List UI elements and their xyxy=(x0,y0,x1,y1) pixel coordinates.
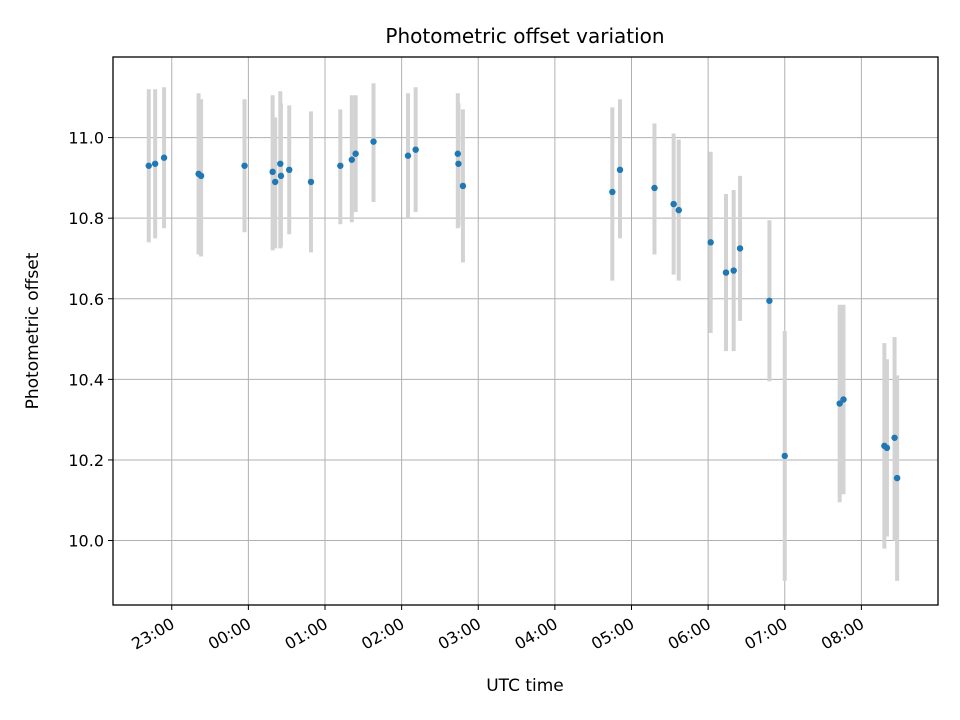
data-point xyxy=(269,168,276,176)
y-axis: 10.0 10.2 10.4 10.6 10.8 11.0 xyxy=(68,129,113,551)
data-point xyxy=(459,182,467,190)
data-point xyxy=(609,188,616,196)
data-point xyxy=(891,434,898,441)
data-point xyxy=(277,172,285,180)
plot-frame xyxy=(112,56,939,606)
data-point xyxy=(675,206,682,214)
data-point xyxy=(722,269,730,276)
y-tick-label: 10.8 xyxy=(68,209,104,228)
grid xyxy=(113,57,938,605)
y-tick-label: 10.6 xyxy=(68,290,104,309)
data-point xyxy=(151,160,159,167)
data-point xyxy=(455,160,462,167)
data-point xyxy=(736,245,744,252)
x-axis-label: UTC time xyxy=(486,676,564,696)
data-point xyxy=(883,444,891,452)
data-point xyxy=(337,162,344,169)
data-point xyxy=(348,156,356,163)
data-point xyxy=(670,200,677,208)
y-tick-label: 10.4 xyxy=(68,370,104,389)
y-tick-label: 11.0 xyxy=(68,129,104,148)
data-point xyxy=(781,452,788,460)
data-point xyxy=(730,267,737,274)
data-point xyxy=(307,178,315,186)
data-point xyxy=(145,162,152,169)
data-point xyxy=(241,162,248,169)
data-points xyxy=(145,138,901,482)
data-point xyxy=(370,138,377,145)
data-point xyxy=(707,239,714,246)
data-point xyxy=(286,166,293,174)
data-point xyxy=(766,297,773,304)
data-point xyxy=(616,166,624,174)
data-point xyxy=(197,172,205,180)
data-point xyxy=(352,150,359,157)
data-point xyxy=(277,160,284,167)
data-point xyxy=(651,184,658,192)
data-point xyxy=(836,400,843,407)
data-point xyxy=(840,396,847,403)
chart-title: Photometric offset variation xyxy=(385,24,664,48)
data-point xyxy=(404,152,412,159)
data-point xyxy=(893,474,901,482)
y-axis-label: Photometric offset xyxy=(23,252,43,409)
data-point xyxy=(454,150,462,157)
data-point xyxy=(160,154,168,161)
y-tick-label: 10.2 xyxy=(68,451,104,470)
y-tick-label: 10.0 xyxy=(68,532,104,551)
data-point xyxy=(271,178,279,186)
data-point xyxy=(412,146,419,153)
